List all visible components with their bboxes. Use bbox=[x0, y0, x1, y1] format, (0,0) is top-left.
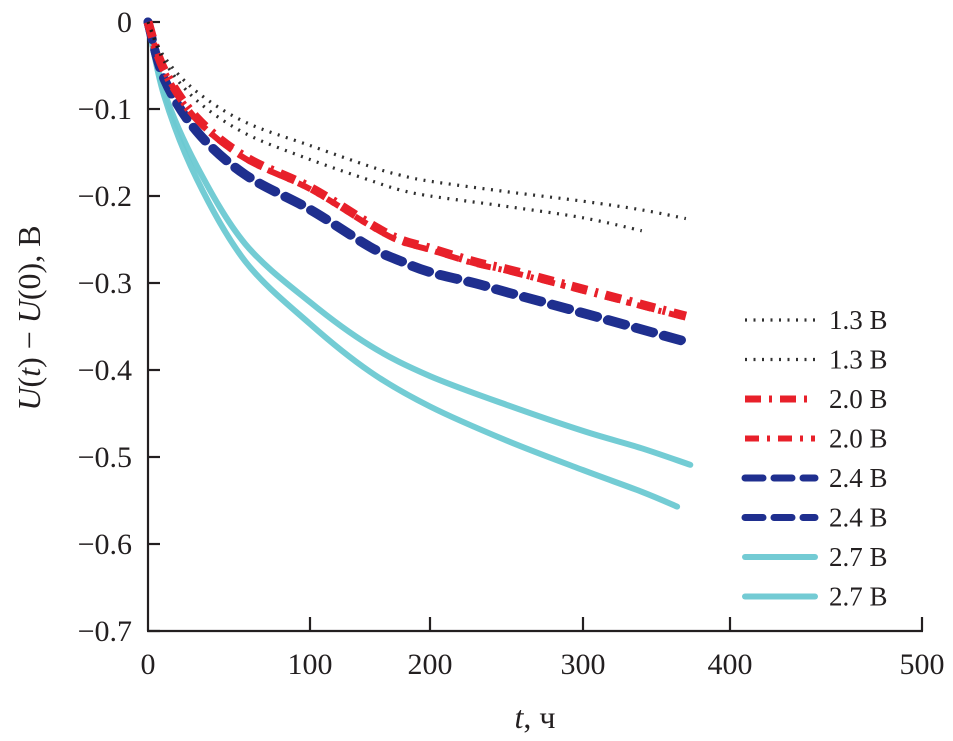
x-tick-label: 400 bbox=[708, 648, 753, 681]
y-title-minus: ) − bbox=[11, 323, 47, 368]
legend-label: 2.4 В bbox=[829, 503, 888, 533]
y-tick-label: −0.5 bbox=[78, 441, 132, 474]
y-title-t: t bbox=[11, 367, 47, 377]
series-line-20-3 bbox=[145, 21, 687, 321]
legend-label: 1.3 В bbox=[829, 345, 888, 375]
series-line-27-6 bbox=[145, 19, 694, 468]
x-tick-label: 100 bbox=[288, 648, 333, 681]
axes bbox=[146, 22, 923, 633]
x-tick-label: 200 bbox=[408, 648, 453, 681]
legend-label: 2.4 В bbox=[829, 463, 888, 493]
x-tick-label: 500 bbox=[900, 648, 945, 681]
y-ticks: 0 −0.1 −0.2 −0.3 −0.4 −0.5 −0.6 −0.7 bbox=[78, 6, 160, 648]
legend-label: 2.7 В bbox=[829, 542, 888, 572]
y-tick-label: −0.1 bbox=[78, 93, 132, 126]
series-layer bbox=[143, 17, 694, 510]
y-tick-label: −0.4 bbox=[78, 354, 132, 387]
y-tick-label: −0.2 bbox=[78, 180, 132, 213]
y-axis-title: U(t) − U(0), В bbox=[11, 225, 47, 410]
y-tick-label: 0 bbox=[117, 6, 132, 39]
legend-label: 2.0 В bbox=[829, 424, 888, 454]
y-tick-label: −0.6 bbox=[78, 528, 132, 561]
series-line-13-0 bbox=[146, 21, 687, 221]
x-axis-title: t, ч bbox=[515, 699, 556, 735]
y-tick-label: −0.7 bbox=[78, 615, 132, 648]
legend-label: 2.7 В bbox=[829, 582, 888, 612]
legend: 1.3 В 1.3 В 2.0 В 2.0 В 2.4 В 2.4 В 2.7 В 2.7 В bbox=[741, 305, 888, 612]
x-tick-label: 300 bbox=[561, 648, 606, 681]
x-axis-title-var: t bbox=[515, 699, 525, 735]
legend-label: 2.0 В bbox=[829, 384, 888, 414]
y-title-u1: U bbox=[11, 386, 47, 411]
series-line-27-7 bbox=[145, 19, 681, 510]
y-tick-label: −0.3 bbox=[78, 267, 132, 300]
y-title-u2: U bbox=[11, 298, 47, 323]
y-title-rest: (0), В bbox=[11, 225, 47, 300]
legend-label: 1.3 В bbox=[829, 305, 888, 335]
x-axis-title-unit: , ч bbox=[523, 699, 555, 735]
x-ticks: 0 100 200 300 400 500 bbox=[141, 617, 945, 681]
series-line-24-5 bbox=[143, 17, 694, 348]
y-title-paren: ( bbox=[11, 377, 47, 388]
x-tick-label: 0 bbox=[141, 648, 156, 681]
